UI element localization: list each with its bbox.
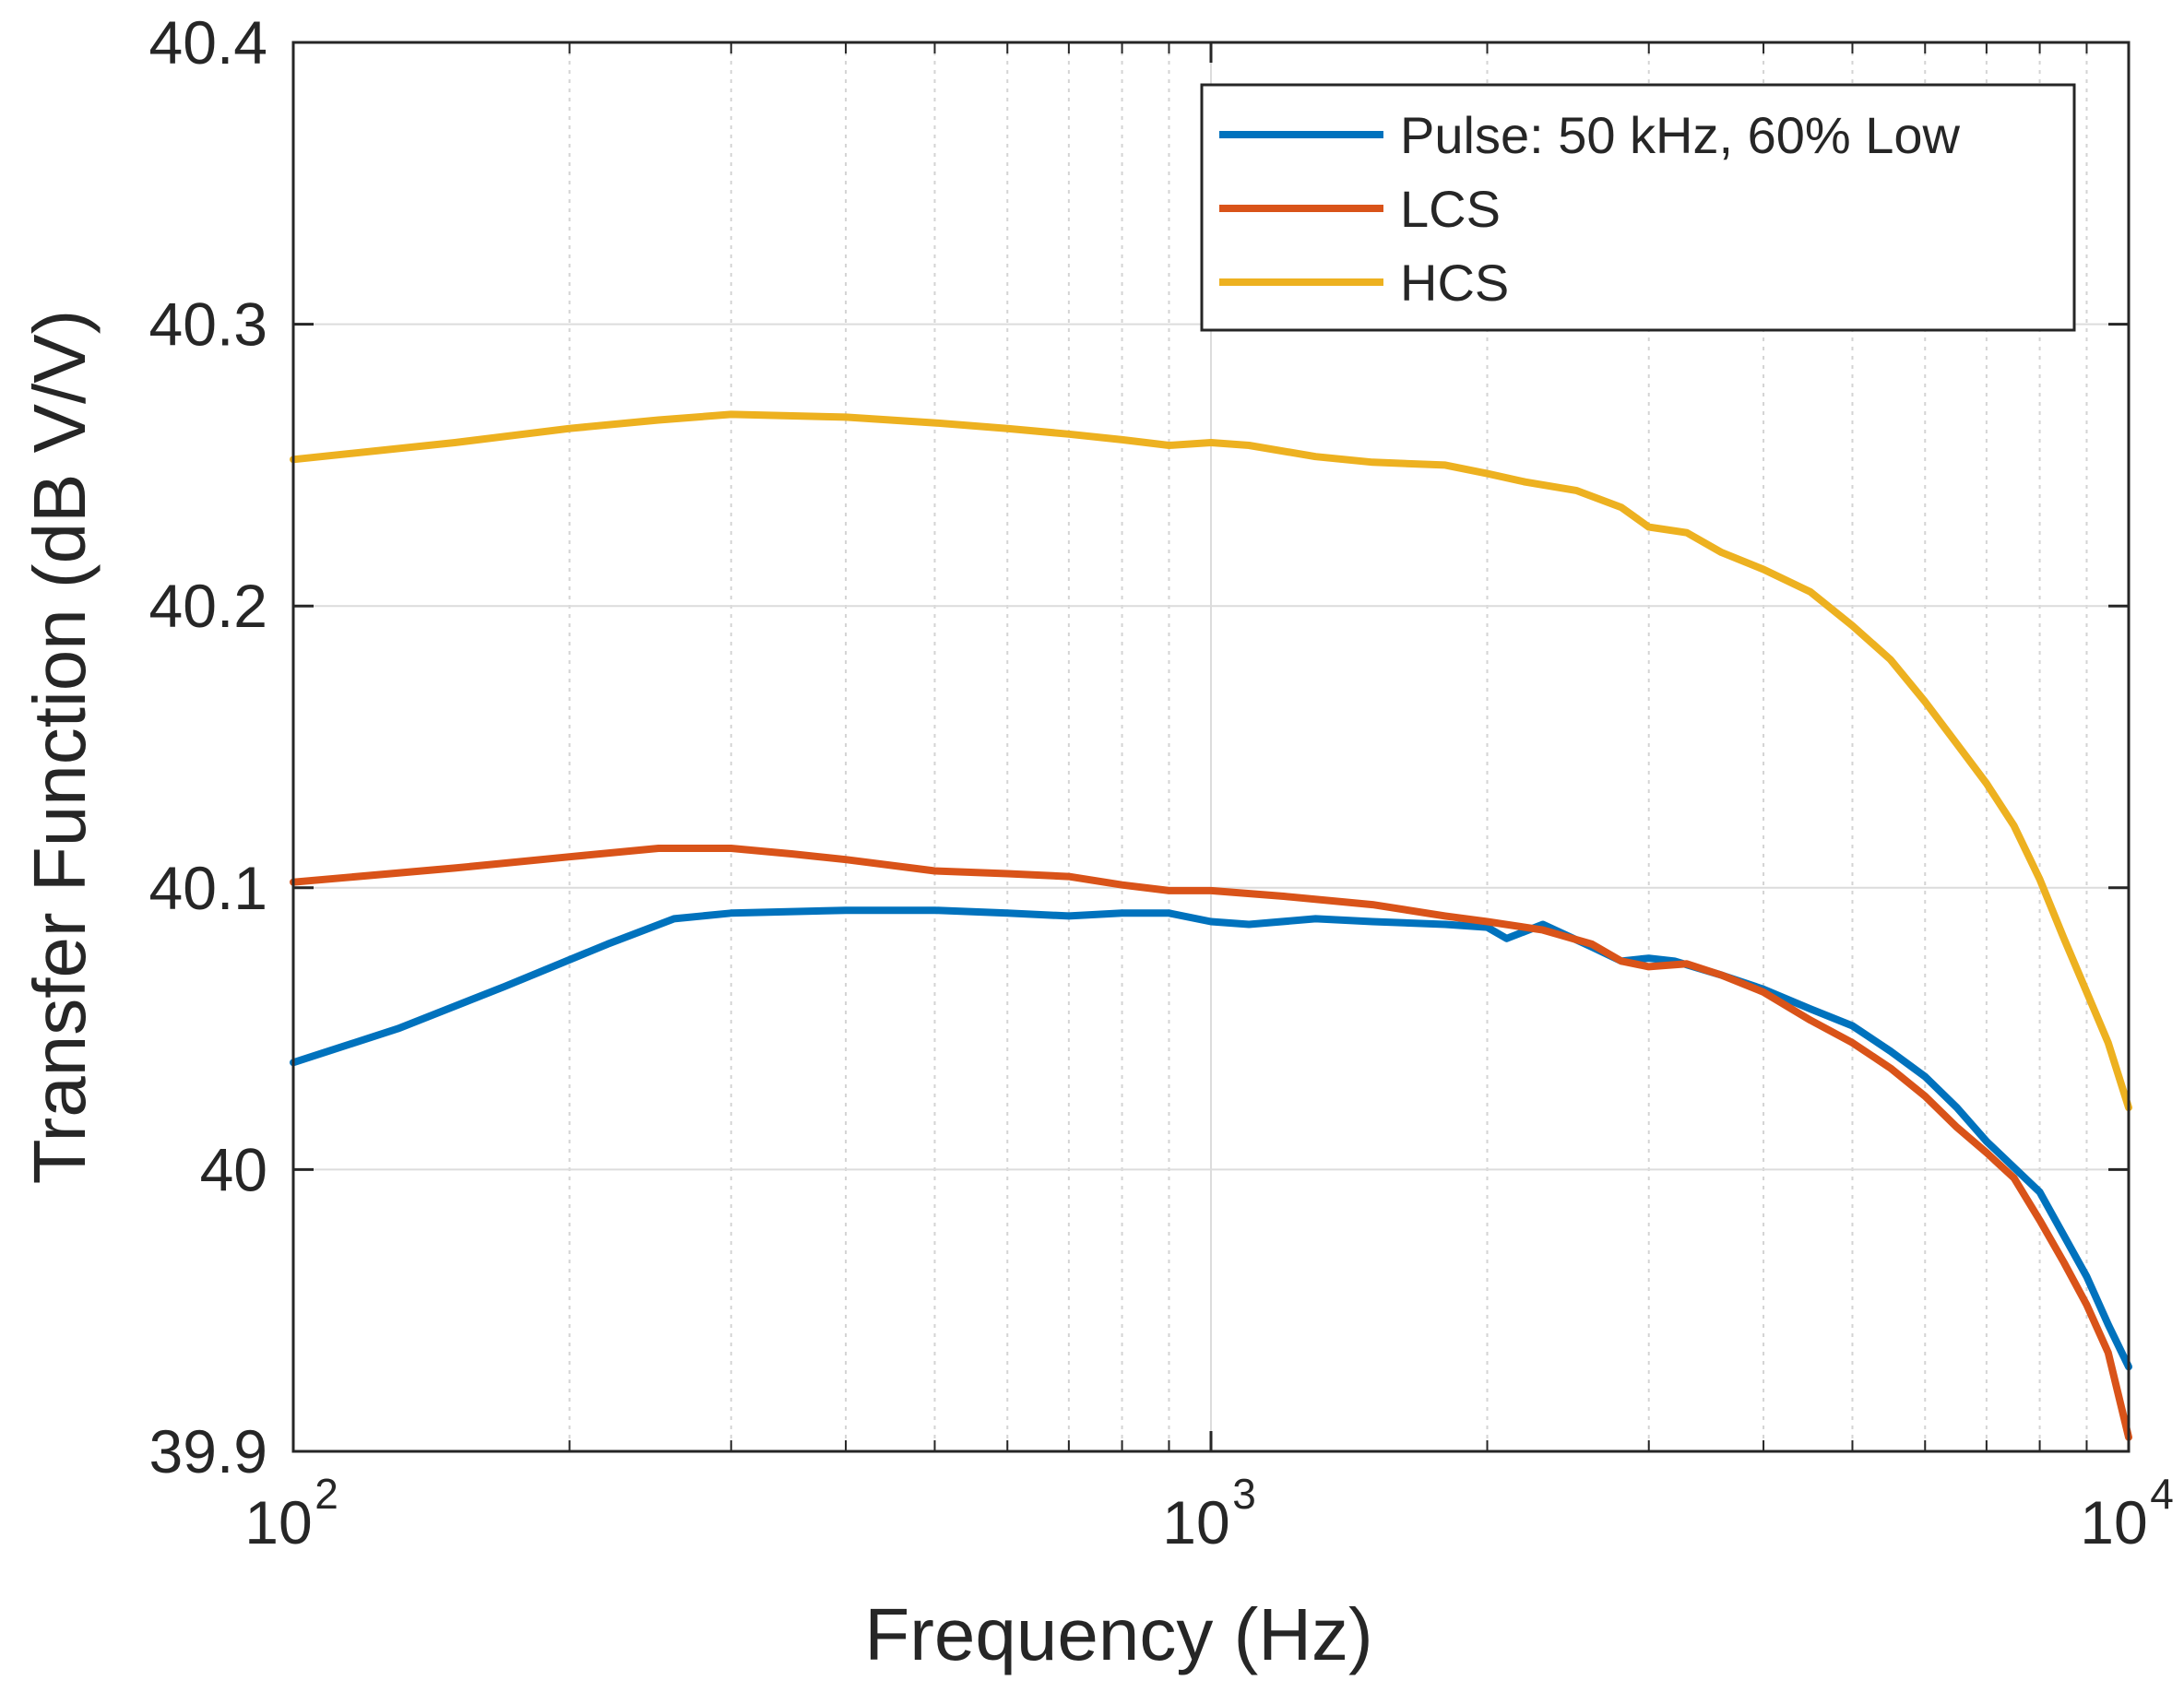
x-tick-label-base: 10 <box>244 1488 312 1556</box>
y-axis-title: Transfer Function (dB V/V) <box>18 310 101 1184</box>
x-tick-label: 10 4 <box>2080 1470 2174 1556</box>
x-tick-label-exponent: 4 <box>2150 1470 2174 1518</box>
legend-label-lcs: LCS <box>1400 180 1501 238</box>
legend-label-hcs: HCS <box>1400 254 1509 312</box>
y-tick-label: 40.4 <box>149 8 267 77</box>
legend: Pulse: 50 kHz, 60% Low LCS HCS <box>1200 83 2076 332</box>
y-tick-labels: 39.9 40 40.1 40.2 40.3 40.4 <box>149 8 267 1485</box>
x-tick-labels: 10 2 10 3 10 4 <box>244 1470 2174 1556</box>
x-tick-label-base: 10 <box>1162 1488 1229 1556</box>
x-axis-title: Frequency (Hz) <box>864 1593 1372 1675</box>
axis-ticks <box>291 41 2131 1453</box>
x-tick-label-base: 10 <box>2080 1488 2147 1556</box>
x-tick-label-exponent: 2 <box>315 1470 338 1518</box>
y-tick-label: 40.2 <box>149 572 267 640</box>
legend-box <box>1200 83 2076 332</box>
legend-label-pulse: Pulse: 50 kHz, 60% Low <box>1400 106 1961 164</box>
x-tick-label: 10 2 <box>244 1470 338 1556</box>
series-line-pulse <box>290 906 2132 1371</box>
y-tick-label: 40.1 <box>149 854 267 922</box>
x-tick-label: 10 3 <box>1162 1470 1256 1556</box>
y-tick-label: 39.9 <box>149 1417 267 1485</box>
series-line-hcs <box>290 410 2132 1112</box>
x-tick-label-exponent: 3 <box>1232 1470 1256 1518</box>
series-line-lcs <box>290 845 2132 1441</box>
series-layer <box>290 410 2132 1441</box>
y-tick-label: 40 <box>200 1135 267 1203</box>
y-tick-label: 40.3 <box>149 290 267 359</box>
